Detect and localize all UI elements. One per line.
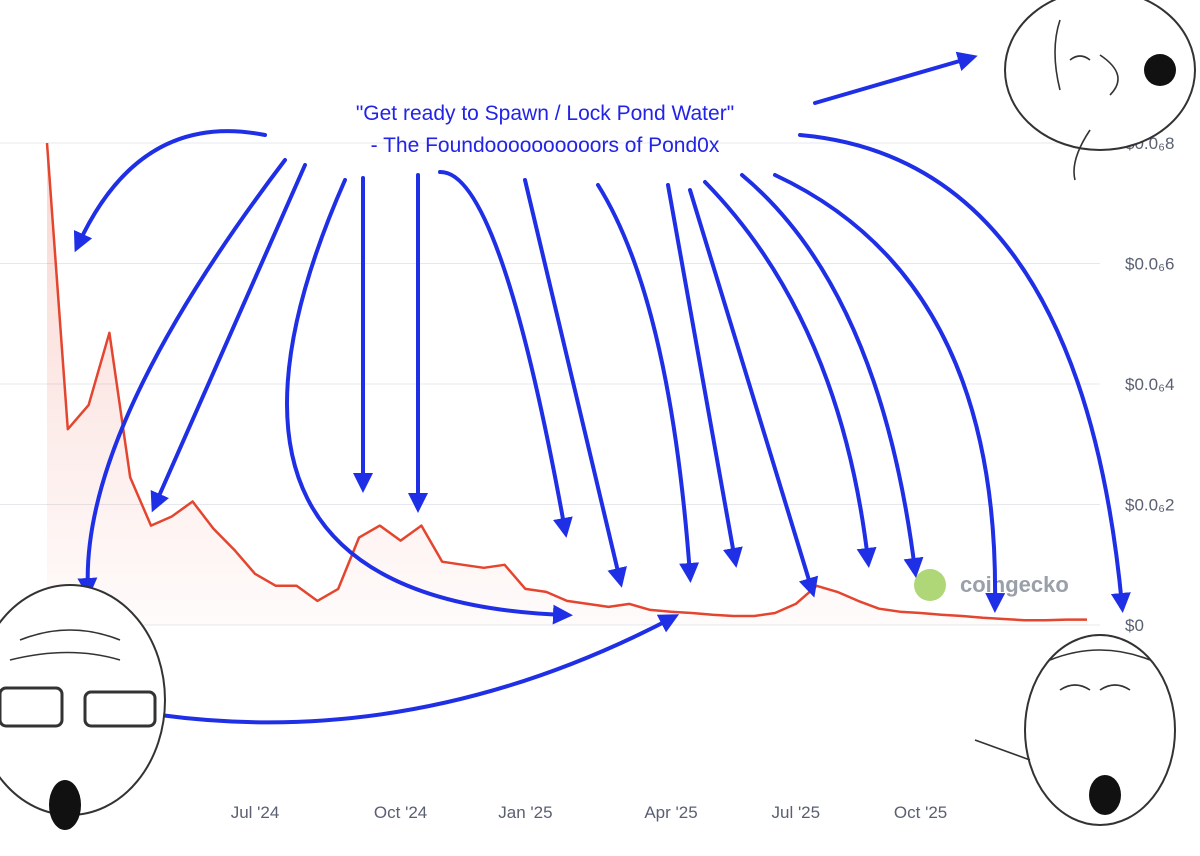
x-tick-label: Apr '25 — [644, 803, 697, 822]
x-tick-label: Oct '25 — [894, 803, 947, 822]
wojak-top-right — [1004, 0, 1196, 181]
x-tick-label: Jul '25 — [771, 803, 820, 822]
arrows — [73, 51, 1131, 725]
x-tick-label: Oct '24 — [374, 803, 427, 822]
annotation: "Get ready to Spawn / Lock Pond Water" -… — [356, 102, 734, 157]
x-tick-label: Jan '25 — [498, 803, 552, 822]
wojak-bottom-left — [0, 584, 166, 830]
annotation-line: "Get ready to Spawn / Lock Pond Water" — [356, 102, 734, 125]
y-tick-label: $0.0₆6 — [1125, 255, 1174, 274]
annotation-line: - The Foundoooooooooors of Pond0x — [371, 134, 720, 157]
watermark: coingecko — [914, 569, 1069, 601]
wojak-bottom-right — [974, 634, 1176, 826]
y-tick-label: $0.0₆4 — [1125, 375, 1174, 394]
x-tick-label: Jul '24 — [231, 803, 280, 822]
area — [47, 143, 1087, 625]
price-line — [45, 142, 1087, 622]
y-tick-label: $0 — [1125, 616, 1144, 635]
y-tick-label: $0.0₆2 — [1125, 496, 1174, 515]
watermark-text: coingecko — [960, 572, 1069, 597]
